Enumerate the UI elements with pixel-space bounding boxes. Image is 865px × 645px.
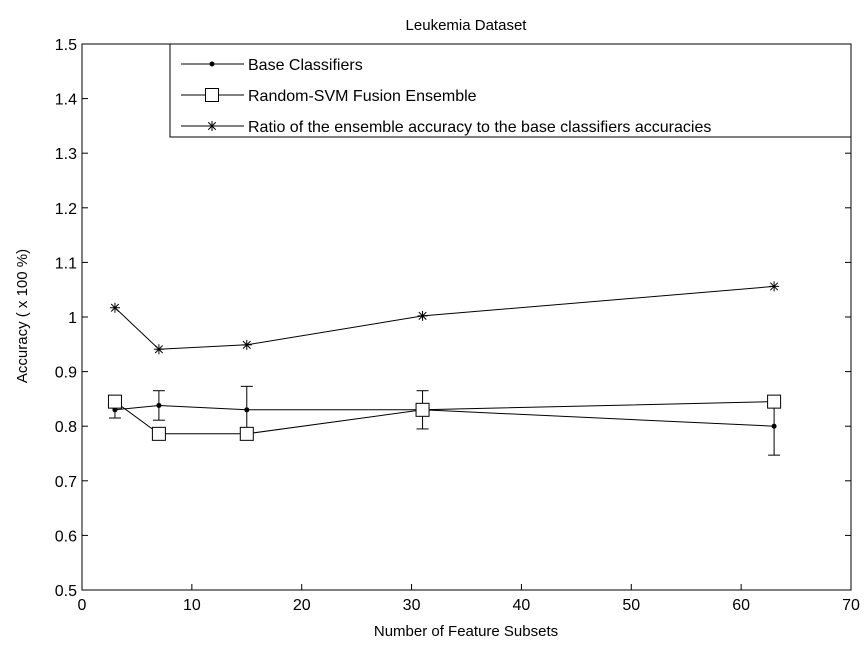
y-tick-label: 0.9: [55, 365, 77, 382]
data-point: [151, 426, 166, 441]
series-line: [114, 404, 775, 427]
data-point: [415, 402, 430, 417]
data-point: [241, 339, 252, 350]
data-point: [153, 344, 164, 355]
x-tick-label: 10: [183, 597, 201, 614]
data-point: [239, 426, 254, 441]
y-tick-label: 1.4: [55, 92, 77, 109]
x-tick-label: 40: [513, 597, 531, 614]
data-point: [767, 394, 782, 409]
data-point: [156, 402, 162, 408]
data-point: [769, 281, 780, 292]
series-1: [108, 385, 781, 456]
data-point: [417, 310, 428, 321]
y-axis-label: Accuracy ( x 100 %): [14, 249, 31, 383]
y-tick-label: 1.5: [55, 37, 77, 54]
legend-marker: [205, 88, 219, 102]
series-3: [109, 281, 780, 355]
legend-marker: [209, 61, 215, 67]
y-tick-label: 0.5: [55, 583, 77, 600]
data-point: [109, 302, 120, 313]
series-2: [107, 394, 782, 441]
series-line: [114, 285, 775, 350]
x-tick-label: 0: [78, 597, 87, 614]
y-tick-label: 1.1: [55, 255, 77, 272]
plot-area: 0 10 20 30 40 50 60 70 0.5 0.6 0.7 0.8 0.9 1 1.1 1.2 1.3…: [55, 37, 860, 614]
x-tick-label: 50: [622, 597, 640, 614]
x-axis-label: Number of Feature Subsets: [374, 623, 558, 640]
y-tick-label: 0.6: [55, 528, 77, 545]
legend-box: [169, 43, 852, 138]
x-tick-label: 20: [293, 597, 311, 614]
data-point: [771, 423, 777, 429]
y-tick-label: 0.7: [55, 474, 77, 491]
chart-title: Leukemia Dataset: [406, 17, 528, 34]
x-tick-label: 30: [403, 597, 421, 614]
y-tick-label: 1.2: [55, 201, 77, 218]
y-tick-label: 1.3: [55, 146, 77, 163]
legend-entry: Random-SVM Fusion Ensemble: [248, 88, 477, 105]
legend-marker: [207, 121, 217, 131]
legend: Base Classifiers Random-SVM Fusion Ensemb…: [169, 43, 852, 138]
x-tick-label: 60: [732, 597, 750, 614]
data-point: [107, 394, 122, 409]
series-line: [114, 401, 775, 435]
legend-entry: Ratio of the ensemble accuracy to the ba…: [248, 119, 711, 136]
data-point: [244, 407, 250, 413]
y-tick-label: 1: [68, 310, 77, 327]
x-tick-label: 70: [842, 597, 860, 614]
legend-entry: Base Classifiers: [248, 57, 363, 74]
y-tick-label: 0.8: [55, 419, 77, 436]
